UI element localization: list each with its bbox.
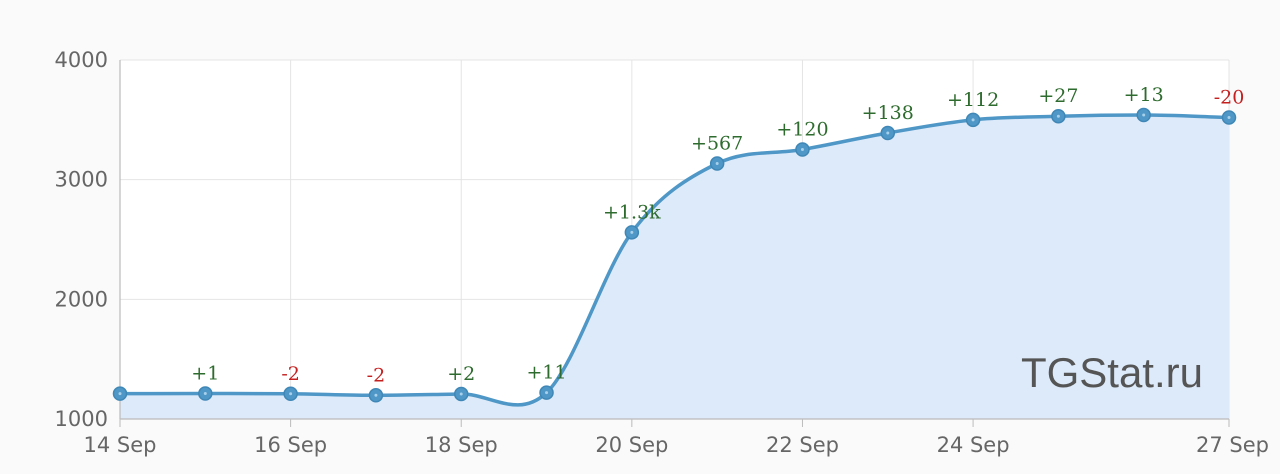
data-label: +567 xyxy=(691,133,743,155)
data-point-center xyxy=(1142,113,1146,117)
y-tick-label: 4000 xyxy=(55,48,108,72)
x-tick-label: 16 Sep xyxy=(254,433,327,457)
data-point-center xyxy=(459,392,463,396)
series-line xyxy=(119,113,1230,407)
data-point-center xyxy=(289,392,293,396)
area-fill xyxy=(120,115,1229,420)
data-point-center xyxy=(971,118,975,122)
data-point-center xyxy=(545,391,549,395)
data-point-center xyxy=(630,230,634,234)
data-label: +120 xyxy=(776,119,828,141)
data-point-center xyxy=(886,131,890,135)
data-label: -2 xyxy=(367,364,386,386)
data-label: -2 xyxy=(281,363,300,385)
data-point-center xyxy=(1056,114,1060,118)
data-point-center xyxy=(203,392,207,396)
data-label: +13 xyxy=(1124,84,1164,106)
watermark-logo: TGStat.ru xyxy=(1021,349,1203,396)
data-point-center xyxy=(118,392,122,396)
data-label: +112 xyxy=(947,89,999,111)
y-tick-label: 3000 xyxy=(55,168,108,192)
data-label: -20 xyxy=(1214,86,1245,108)
data-label: +11 xyxy=(526,362,566,384)
y-tick-label: 1000 xyxy=(55,407,108,431)
data-label: +138 xyxy=(862,102,914,124)
data-label: +1 xyxy=(191,363,219,385)
data-label: +2 xyxy=(447,363,475,385)
x-tick-label: 24 Sep xyxy=(937,433,1010,457)
y-tick-label: 2000 xyxy=(55,287,108,311)
data-point-center xyxy=(800,148,804,152)
x-tick-label: 14 Sep xyxy=(84,433,157,457)
x-tick-label: 20 Sep xyxy=(595,433,668,457)
x-tick-label: 18 Sep xyxy=(425,433,498,457)
data-point-center xyxy=(1227,115,1231,119)
data-point-center xyxy=(374,393,378,397)
data-label: +27 xyxy=(1038,85,1078,107)
x-tick-label: 27 Sep xyxy=(1196,433,1269,457)
x-tick-label: 22 Sep xyxy=(766,433,839,457)
data-point-center xyxy=(715,162,719,166)
data-label: +1.3k xyxy=(603,201,661,223)
